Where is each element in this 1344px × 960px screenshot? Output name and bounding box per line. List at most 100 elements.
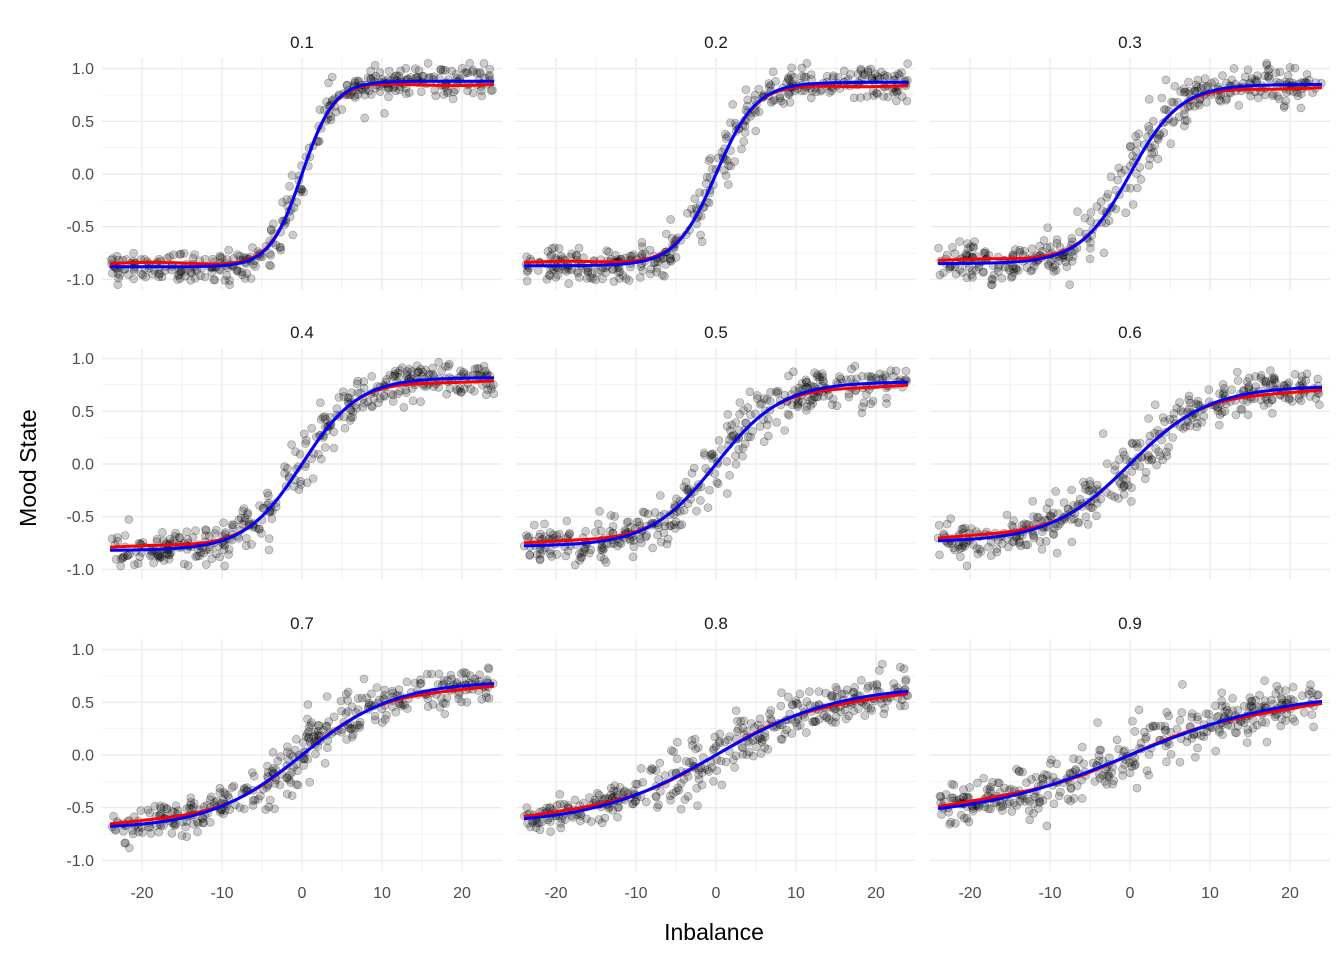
data-point [1275, 94, 1284, 104]
data-point [1086, 243, 1095, 253]
data-point [224, 245, 233, 255]
data-point [645, 245, 655, 255]
data-point [234, 266, 243, 276]
data-point [967, 270, 976, 280]
data-point [1037, 544, 1047, 554]
data-point [795, 721, 805, 730]
data-point [1059, 498, 1069, 507]
data-point [291, 447, 300, 457]
data-point [1045, 242, 1055, 252]
data-point [181, 271, 190, 281]
data-point [347, 702, 357, 712]
data-points [935, 676, 1323, 831]
data-point [188, 533, 198, 542]
data-point [304, 722, 314, 732]
data-point [1174, 112, 1184, 122]
data-point [700, 764, 710, 773]
data-point [638, 266, 648, 275]
x-tick-label: -20 [958, 885, 981, 902]
data-point [352, 379, 362, 389]
data-point [1079, 759, 1088, 769]
data-point [951, 818, 960, 828]
data-point [963, 244, 973, 253]
data-point [266, 251, 276, 260]
data-point [1179, 84, 1188, 93]
data-point [551, 272, 561, 282]
data-point [236, 513, 246, 523]
data-point [568, 813, 578, 822]
data-point [1009, 264, 1018, 274]
data-point [860, 711, 870, 720]
data-point [1207, 79, 1216, 88]
data-point [768, 67, 778, 76]
data-point [1079, 477, 1088, 487]
data-point [570, 795, 580, 805]
data-point [784, 90, 794, 99]
data-point [388, 371, 398, 381]
fit-line-blue [524, 80, 908, 268]
y-tick-label: -1.0 [66, 272, 94, 289]
data-point [347, 732, 357, 742]
data-point [842, 685, 852, 695]
data-point [255, 501, 264, 510]
data-point [320, 412, 330, 422]
data-point [676, 779, 686, 788]
data-point [1169, 98, 1178, 107]
data-point [705, 485, 714, 495]
data-point [872, 89, 882, 99]
data-point [401, 385, 410, 395]
y-tick-label: 0.5 [72, 695, 94, 712]
data-point [1035, 537, 1045, 546]
data-point [416, 87, 426, 96]
data-point [613, 812, 622, 822]
data-point [710, 469, 720, 479]
data-point [731, 706, 741, 716]
data-point [1182, 116, 1192, 125]
data-point [219, 518, 228, 528]
data-point [363, 73, 373, 83]
data-point [363, 397, 373, 407]
data-point [375, 87, 385, 96]
data-point [466, 671, 475, 681]
data-point [309, 732, 319, 741]
data-point [455, 383, 465, 393]
data-point [1112, 735, 1122, 745]
data-point [278, 198, 287, 207]
data-point [618, 271, 628, 280]
data-point [282, 789, 292, 799]
data-point [1185, 101, 1195, 111]
data-point [1175, 715, 1185, 725]
data-point [232, 265, 242, 274]
data-point [707, 762, 717, 772]
data-point [797, 63, 807, 73]
data-point [219, 545, 229, 554]
data-point [529, 520, 539, 530]
data-point [703, 503, 713, 513]
data-point [114, 273, 123, 283]
data-point [783, 692, 793, 702]
data-point [316, 398, 325, 408]
data-point [784, 371, 793, 381]
data-point [1052, 759, 1061, 769]
data-point [1169, 409, 1179, 418]
data-point [441, 362, 450, 371]
data-point [785, 98, 795, 107]
data-point [1265, 64, 1274, 74]
data-point [390, 371, 400, 381]
data-point [1193, 75, 1203, 85]
data-point [393, 368, 403, 378]
data-point [191, 552, 200, 561]
data-point [588, 274, 598, 283]
data-point [665, 256, 675, 265]
data-point [901, 676, 910, 686]
data-point [897, 695, 907, 705]
data-point [1134, 129, 1143, 139]
data-point [1202, 98, 1211, 107]
data-point [1140, 727, 1149, 737]
data-point [384, 66, 394, 76]
data-point [116, 561, 125, 571]
data-point [463, 68, 472, 78]
data-point [797, 71, 807, 81]
data-point [707, 164, 717, 174]
data-point [652, 263, 662, 273]
